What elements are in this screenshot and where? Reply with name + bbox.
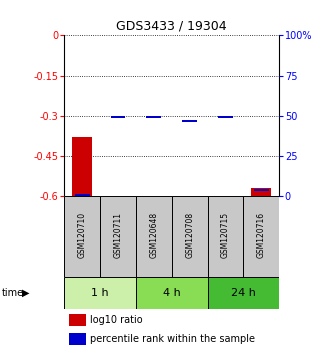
Text: GSM120708: GSM120708 (185, 212, 194, 258)
Bar (136, 276, 208, 309)
Text: 1 h: 1 h (91, 288, 109, 298)
Bar (75, 194, 90, 196)
Text: time: time (2, 288, 24, 298)
Bar (100, 196, 136, 276)
Text: GSM120648: GSM120648 (149, 212, 158, 258)
Bar (68, 314, 86, 326)
Bar (208, 196, 243, 276)
Text: GSM120710: GSM120710 (78, 212, 87, 258)
Text: log10 ratio: log10 ratio (90, 315, 143, 325)
Bar (251, 188, 271, 196)
Bar (64, 196, 100, 276)
Bar (110, 116, 126, 119)
Bar (254, 189, 269, 191)
Text: 4 h: 4 h (163, 288, 181, 298)
Bar (68, 333, 86, 345)
Title: GDS3433 / 19304: GDS3433 / 19304 (117, 20, 227, 33)
Bar (243, 196, 279, 276)
Bar (72, 137, 92, 196)
Text: GSM120711: GSM120711 (113, 212, 123, 258)
Text: GSM120715: GSM120715 (221, 212, 230, 258)
Bar (64, 276, 136, 309)
Text: percentile rank within the sample: percentile rank within the sample (90, 333, 255, 344)
Text: GSM120716: GSM120716 (257, 212, 266, 258)
Bar (146, 116, 161, 119)
Bar (136, 196, 172, 276)
Bar (218, 115, 233, 118)
Text: 24 h: 24 h (231, 288, 256, 298)
Text: ▶: ▶ (22, 288, 29, 298)
Bar (208, 276, 279, 309)
Bar (182, 120, 197, 122)
Bar (172, 196, 208, 276)
